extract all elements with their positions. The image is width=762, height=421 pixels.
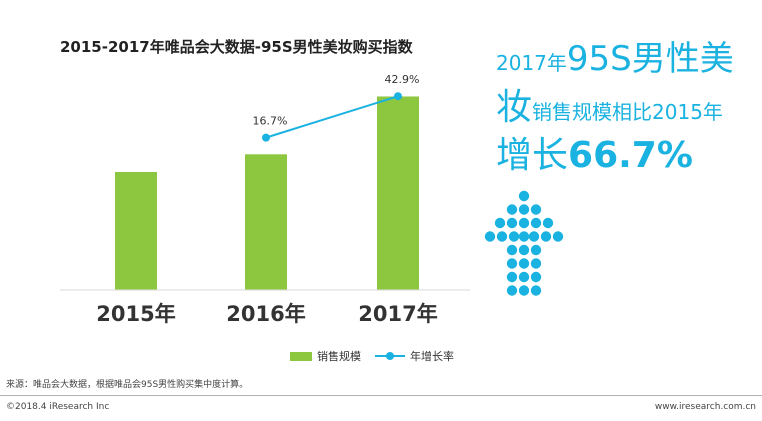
arrow-dot (540, 231, 552, 242)
arrow-dot (518, 285, 530, 296)
arrow-dot (484, 231, 496, 242)
arrow-dot (518, 231, 530, 242)
growth-line (265, 95, 399, 139)
arrow-dot (506, 244, 518, 256)
arrow-dot (552, 231, 564, 242)
arrow-dot (518, 258, 530, 269)
arrow-dot (530, 217, 542, 229)
arrow-dot (506, 217, 518, 229)
legend-line-symbol (375, 351, 405, 361)
arrow-dot (506, 204, 518, 215)
arrow-dot (530, 204, 542, 215)
x-tick-label-3: 2017年 (358, 302, 437, 326)
arrow-dot (508, 231, 520, 242)
chart-title: 2015-2017年唯品会大数据-95S男性美妆购买指数 (60, 38, 413, 56)
x-tick-label-1: 2015年 (96, 302, 175, 326)
legend-line-label: 年增长率 (410, 350, 454, 363)
chart-legend: 销售规模 年增长率 (290, 348, 468, 364)
arrow-dot (528, 231, 540, 242)
bar-3 (377, 96, 419, 290)
callout-headline-1: 95S男性美 (566, 39, 734, 79)
chart-svg: 2015年 2016年 2017年 16.7% 42.9% (60, 73, 470, 326)
arrow-dot (530, 244, 542, 256)
source-note: 来源：唯品会大数据，根据唯品会95S男性购买集中度计算。 (6, 380, 249, 390)
arrow-dot (506, 271, 518, 283)
legend-item-bar: 销售规模 (290, 348, 361, 364)
bar-1 (115, 172, 157, 290)
legend-bar-swatch (290, 351, 312, 361)
x-tick-label-2: 2016年 (226, 302, 305, 326)
arrow-dot (530, 271, 542, 283)
arrow-dot (496, 231, 508, 242)
copyright: ©2018.4 iResearch Inc (6, 402, 110, 412)
legend-item-line: 年增长率 (375, 348, 454, 364)
callout-growth-label: 增长 (496, 135, 569, 176)
footer-divider (0, 395, 762, 396)
arrow-dot (518, 217, 530, 229)
arrow-dot (530, 285, 542, 296)
callout-subtext: 销售规模相比2015年 (532, 100, 723, 124)
arrow-dot (518, 271, 530, 283)
legend-bar-label: 销售规模 (317, 350, 361, 363)
arrow-dot (506, 258, 518, 269)
dotted-up-arrow-icon (484, 190, 564, 296)
growth-point-2 (262, 133, 270, 142)
arrow-dot (530, 258, 542, 269)
callout-text: 2017年95S男性美 妆销售规模相比2015年 增长66.7% (496, 42, 758, 174)
arrow-dot (518, 244, 530, 256)
callout-year: 2017年 (496, 51, 567, 75)
arrow-dot (518, 204, 530, 215)
website-link[interactable]: www.iresearch.com.cn (654, 402, 756, 412)
callout-growth-value: 66.7% (568, 135, 693, 176)
arrow-dot (506, 285, 518, 296)
arrow-dot (518, 190, 530, 202)
callout-headline-2: 妆 (496, 87, 533, 128)
growth-point-3 (394, 92, 402, 101)
arrow-dot (494, 217, 506, 229)
bar-2 (245, 154, 287, 290)
arrow-dot (542, 217, 554, 229)
growth-label-2: 16.7% (253, 115, 288, 128)
growth-label-3: 42.9% (385, 73, 420, 86)
